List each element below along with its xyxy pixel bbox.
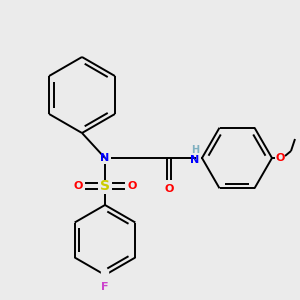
Text: O: O — [73, 181, 83, 191]
Text: H: H — [191, 145, 199, 155]
Text: O: O — [275, 153, 285, 163]
Text: O: O — [127, 181, 137, 191]
Text: O: O — [164, 184, 174, 194]
Text: F: F — [101, 282, 109, 292]
Text: S: S — [100, 179, 110, 193]
Text: N: N — [100, 153, 109, 163]
Text: N: N — [190, 155, 200, 165]
